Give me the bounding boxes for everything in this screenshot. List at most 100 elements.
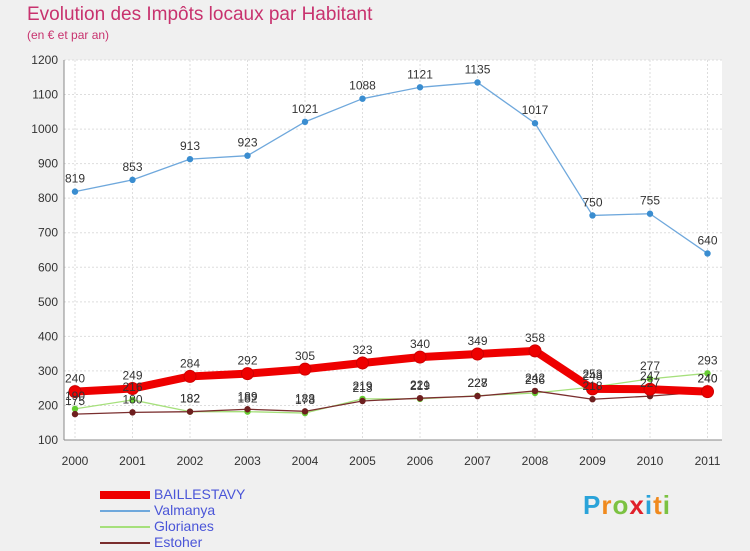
data-label-valmanya: 853 [122,160,142,174]
data-label-glorianes: 216 [122,380,142,394]
data-point-valmanya [129,176,136,184]
data-point-estoher [474,392,481,400]
x-tick-label: 2008 [522,454,549,468]
data-point-valmanya [186,155,194,163]
data-point-estoher [186,408,194,415]
logo-letter: x [629,490,645,520]
data-label-baillestavy: 358 [525,331,545,345]
data-point-estoher [589,396,596,403]
data-label-baillestavy: 247 [640,369,660,383]
logo-letter: t [653,490,663,520]
x-tick-label: 2007 [464,454,491,468]
y-tick-label: 400 [38,329,58,343]
data-label-baillestavy: 284 [180,356,200,370]
chart-title: Evolution des Impôts locaux par Habitant [27,4,373,25]
data-point-baillestavy [298,362,312,376]
x-tick-label: 2001 [119,454,146,468]
data-point-baillestavy [68,385,82,399]
data-label-valmanya: 640 [697,233,717,247]
data-label-valmanya: 923 [237,136,257,150]
data-point-baillestavy [126,382,139,396]
y-tick-label: 900 [38,157,58,171]
data-label-glorianes: 178 [295,393,315,407]
data-point-valmanya [589,212,596,219]
data-point-baillestavy [586,382,599,396]
data-point-baillestavy [241,367,254,381]
y-tick-label: 700 [38,226,58,240]
series-line-baillestavy [74,346,708,396]
data-point-baillestavy [413,350,427,364]
data-label-baillestavy: 323 [352,343,372,357]
y-tick-label: 300 [38,364,58,378]
data-point-glorianes [704,370,711,377]
y-tick-label: 600 [38,260,58,274]
data-label-valmanya: 1021 [292,102,319,116]
x-tick-label: 2002 [177,454,204,468]
logo-letter: o [612,490,630,520]
data-point-baillestavy [356,356,369,370]
x-tick-label: 2006 [407,454,434,468]
data-label-valmanya: 750 [582,195,602,209]
data-point-estoher [416,395,424,402]
data-label-glorianes: 236 [525,373,545,387]
data-label-estoher: 180 [122,392,142,406]
data-point-valmanya [474,79,481,86]
data-point-valmanya [531,120,539,127]
data-label-glorianes: 253 [582,367,602,381]
data-point-estoher [71,410,79,418]
legend-label: BAILLESTAVY [154,486,246,502]
x-tick-label: 2011 [695,454,721,468]
logo-letter: i [662,490,671,520]
y-tick-label: 500 [38,295,58,309]
chart-subtitle: (en € et par an) [27,28,110,42]
x-tick-label: 2004 [292,454,319,468]
data-label-estoher: 221 [410,378,430,392]
legend-swatch [100,491,150,499]
x-tick-label: 2010 [637,454,664,468]
data-label-valmanya: 1135 [465,62,491,76]
series-line-estoher [74,390,708,415]
data-point-baillestavy [183,369,197,383]
y-tick-label: 1100 [32,88,58,102]
data-label-glorianes: 182 [180,392,200,406]
data-point-glorianes [71,405,79,413]
data-label-estoher: 227 [640,376,660,390]
data-point-valmanya [359,95,366,102]
data-point-valmanya [416,84,424,91]
data-label-estoher: 240 [697,372,717,386]
data-point-valmanya [244,152,251,159]
data-label-baillestavy: 240 [697,372,717,386]
data-point-estoher [129,409,136,416]
logo-letter: P [583,490,602,520]
data-label-estoher: 182 [180,392,200,406]
x-tick-label: 2003 [234,454,261,468]
y-tick-label: 100 [38,433,58,447]
y-tick-label: 200 [38,398,58,412]
x-tick-label: 2005 [349,454,376,468]
data-label-estoher: 242 [525,371,545,385]
data-label-baillestavy: 292 [237,354,257,368]
data-label-baillestavy: 240 [65,372,85,386]
data-label-glorianes: 182 [237,392,257,406]
data-label-estoher: 227 [467,376,487,390]
data-point-valmanya [646,210,654,217]
data-label-glorianes: 219 [352,379,372,393]
data-label-valmanya: 913 [180,139,200,153]
data-label-baillestavy: 340 [410,337,430,351]
data-label-baillestavy: 249 [122,369,142,383]
y-tick-label: 1200 [31,53,58,67]
data-label-valmanya: 1121 [407,67,433,81]
data-point-estoher [359,397,366,405]
data-label-estoher: 189 [237,389,257,403]
data-label-baillestavy: 248 [582,369,602,383]
legend-label: Valmanya [154,502,216,518]
data-point-valmanya [301,118,309,126]
data-point-glorianes [646,375,654,383]
x-tick-label: 2000 [62,454,89,468]
logo-letter: i [644,490,654,520]
y-tick-label: 1000 [31,122,58,136]
data-label-valmanya: 1088 [349,79,376,93]
data-point-baillestavy [471,347,484,361]
